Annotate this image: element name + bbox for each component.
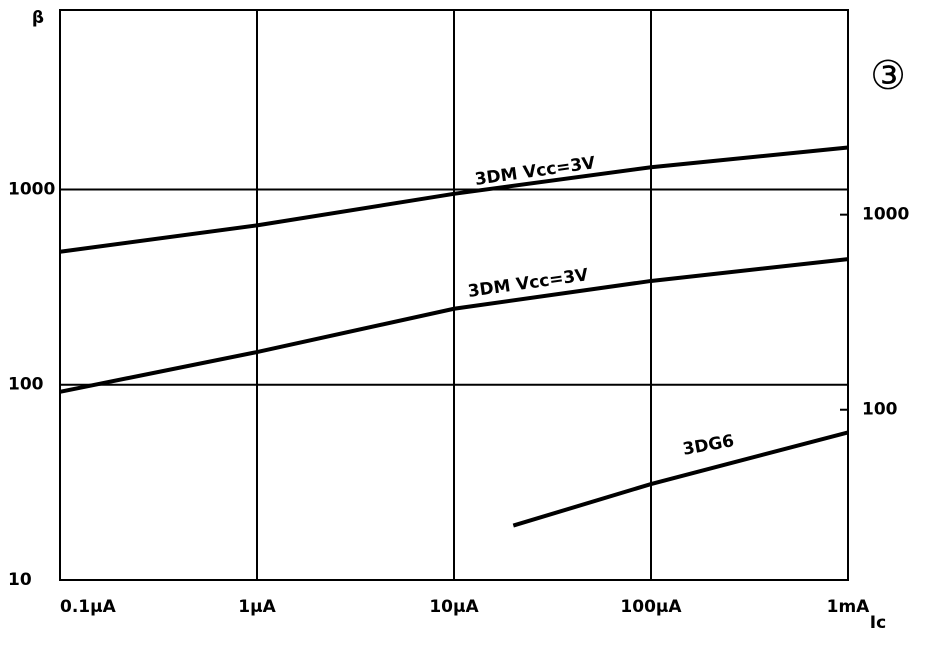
y-tick-label: 10 <box>8 570 32 590</box>
series-line <box>59 257 849 394</box>
x-axis-label: Ic <box>870 613 886 633</box>
x-tick-label: 1μA <box>238 597 276 617</box>
y2-tick-label: 1000 <box>862 205 909 225</box>
x-tick-label: 10μA <box>429 597 479 617</box>
y-tick-label: 1000 <box>8 179 55 199</box>
y-tick-label: 100 <box>8 375 44 395</box>
series-line <box>59 145 849 254</box>
y2-tick-label: 100 <box>862 400 898 420</box>
x-tick-label: 1mA <box>827 597 871 617</box>
y-axis-label: β <box>32 8 44 28</box>
x-tick-label: 0.1μA <box>60 597 117 617</box>
series-line <box>512 430 849 528</box>
x-tick-label: 100μA <box>620 597 682 617</box>
annotation: ③ <box>870 53 906 99</box>
